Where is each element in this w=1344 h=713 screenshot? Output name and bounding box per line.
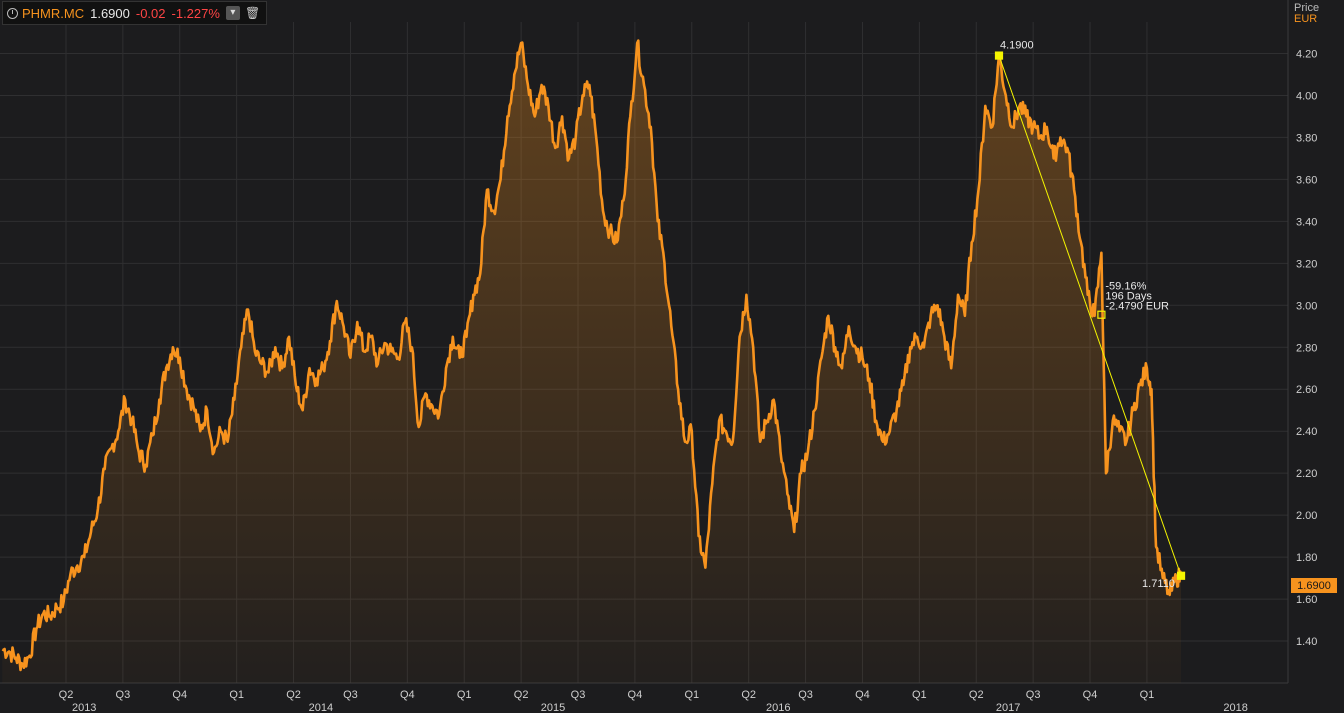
axis-price-label: Price: [1294, 2, 1320, 14]
trendline-tool[interactable]: 4.1900 -59.16%196 Days-2.4790 EUR 1.7110: [994, 40, 1186, 590]
change-percent: -1.227%: [171, 5, 220, 21]
clock-icon: [7, 7, 18, 19]
change-value: -0.02: [135, 5, 166, 21]
x-tick-label: Q4: [172, 689, 187, 701]
axis-currency-label: EUR: [1294, 13, 1318, 25]
x-tick-label: Q4: [400, 689, 415, 701]
y-tick-label: 1.40: [1296, 636, 1317, 648]
y-tick-label: 4.00: [1296, 90, 1317, 102]
x-tick-label: Q2: [741, 689, 756, 701]
last-price-tag: 1.6900: [1291, 578, 1337, 593]
year-label: 2013: [72, 702, 96, 713]
y-tick-label: 1.80: [1296, 552, 1317, 564]
trendline-handle[interactable]: [994, 51, 1004, 60]
x-tick-label: Q3: [343, 689, 358, 701]
x-tick-label: Q2: [969, 689, 984, 701]
year-label: 2015: [541, 702, 565, 713]
price-area: [2, 40, 1181, 684]
x-tick-label: Q2: [59, 689, 74, 701]
trend-end-label: 1.7110: [1142, 578, 1175, 590]
last-price-value: 1.6900: [1297, 580, 1331, 592]
x-axis: Q2 Q3 Q4 Q1 Q2 Q3 Q4 Q1 Q2 Q3 Q4 Q1 Q2 Q3 Q4 Q1 Q2 Q3 Q4 Q1…: [59, 689, 1248, 713]
year-label: 2014: [309, 702, 333, 713]
last-value: 1.6900: [90, 5, 130, 21]
x-tick-label: Q1: [912, 689, 927, 701]
y-tick-label: 3.60: [1296, 174, 1317, 186]
y-tick-label: 2.60: [1296, 384, 1317, 396]
x-tick-label: Q1: [1140, 689, 1155, 701]
y-tick-label: 2.40: [1296, 426, 1317, 438]
x-tick-label: Q3: [116, 689, 131, 701]
price-line: [1, 39, 1183, 672]
x-tick-label: Q3: [1026, 689, 1041, 701]
trash-icon[interactable]: 🗑: [244, 6, 261, 20]
x-tick-label: Q3: [798, 689, 813, 701]
x-tick-label: Q4: [855, 689, 870, 701]
y-tick-label: 2.20: [1296, 468, 1317, 480]
symbol-label[interactable]: PHMR.MC: [22, 5, 85, 21]
x-tick-label: Q1: [457, 689, 472, 701]
y-tick-label: 2.80: [1296, 342, 1317, 354]
year-label: 2018: [1223, 702, 1247, 713]
trend-amount-label: -2.4790 EUR: [1105, 301, 1169, 313]
trendline-handle[interactable]: [1176, 571, 1186, 580]
x-tick-label: Q1: [229, 689, 244, 701]
x-tick-label: Q3: [571, 689, 586, 701]
x-tick-label: Q1: [684, 689, 699, 701]
trend-percent-label: -59.16%: [1105, 281, 1146, 293]
trend-start-label: 4.1900: [1000, 40, 1034, 52]
x-tick-label: Q4: [1083, 689, 1098, 701]
chevron-down-icon[interactable]: ▾: [225, 6, 240, 20]
year-label: 2016: [766, 702, 790, 713]
y-tick-label: 3.00: [1296, 300, 1317, 312]
trendline[interactable]: [998, 55, 1182, 576]
x-tick-label: Q2: [286, 689, 301, 701]
year-label: 2017: [996, 702, 1020, 713]
trendline-handle[interactable]: [1097, 310, 1106, 319]
y-tick-label: 3.40: [1296, 216, 1317, 228]
x-tick-label: Q2: [514, 689, 529, 701]
y-tick-label: 3.20: [1296, 258, 1317, 270]
instrument-legend: PHMR.MC 1.6900 -0.02 -1.227% ▾ 🗑: [2, 1, 268, 25]
trend-days-label: 196 Days: [1105, 291, 1152, 303]
y-tick-label: 2.00: [1296, 510, 1317, 522]
x-tick-label: Q4: [628, 689, 643, 701]
y-tick-label: 1.60: [1296, 594, 1317, 606]
y-tick-label: 4.20: [1296, 48, 1317, 60]
y-tick-label: 3.80: [1296, 132, 1317, 144]
y-axis: 1.40 1.60 1.80 2.00 2.20 2.40 2.60 2.80 3.00 3.20…: [1296, 48, 1317, 648]
